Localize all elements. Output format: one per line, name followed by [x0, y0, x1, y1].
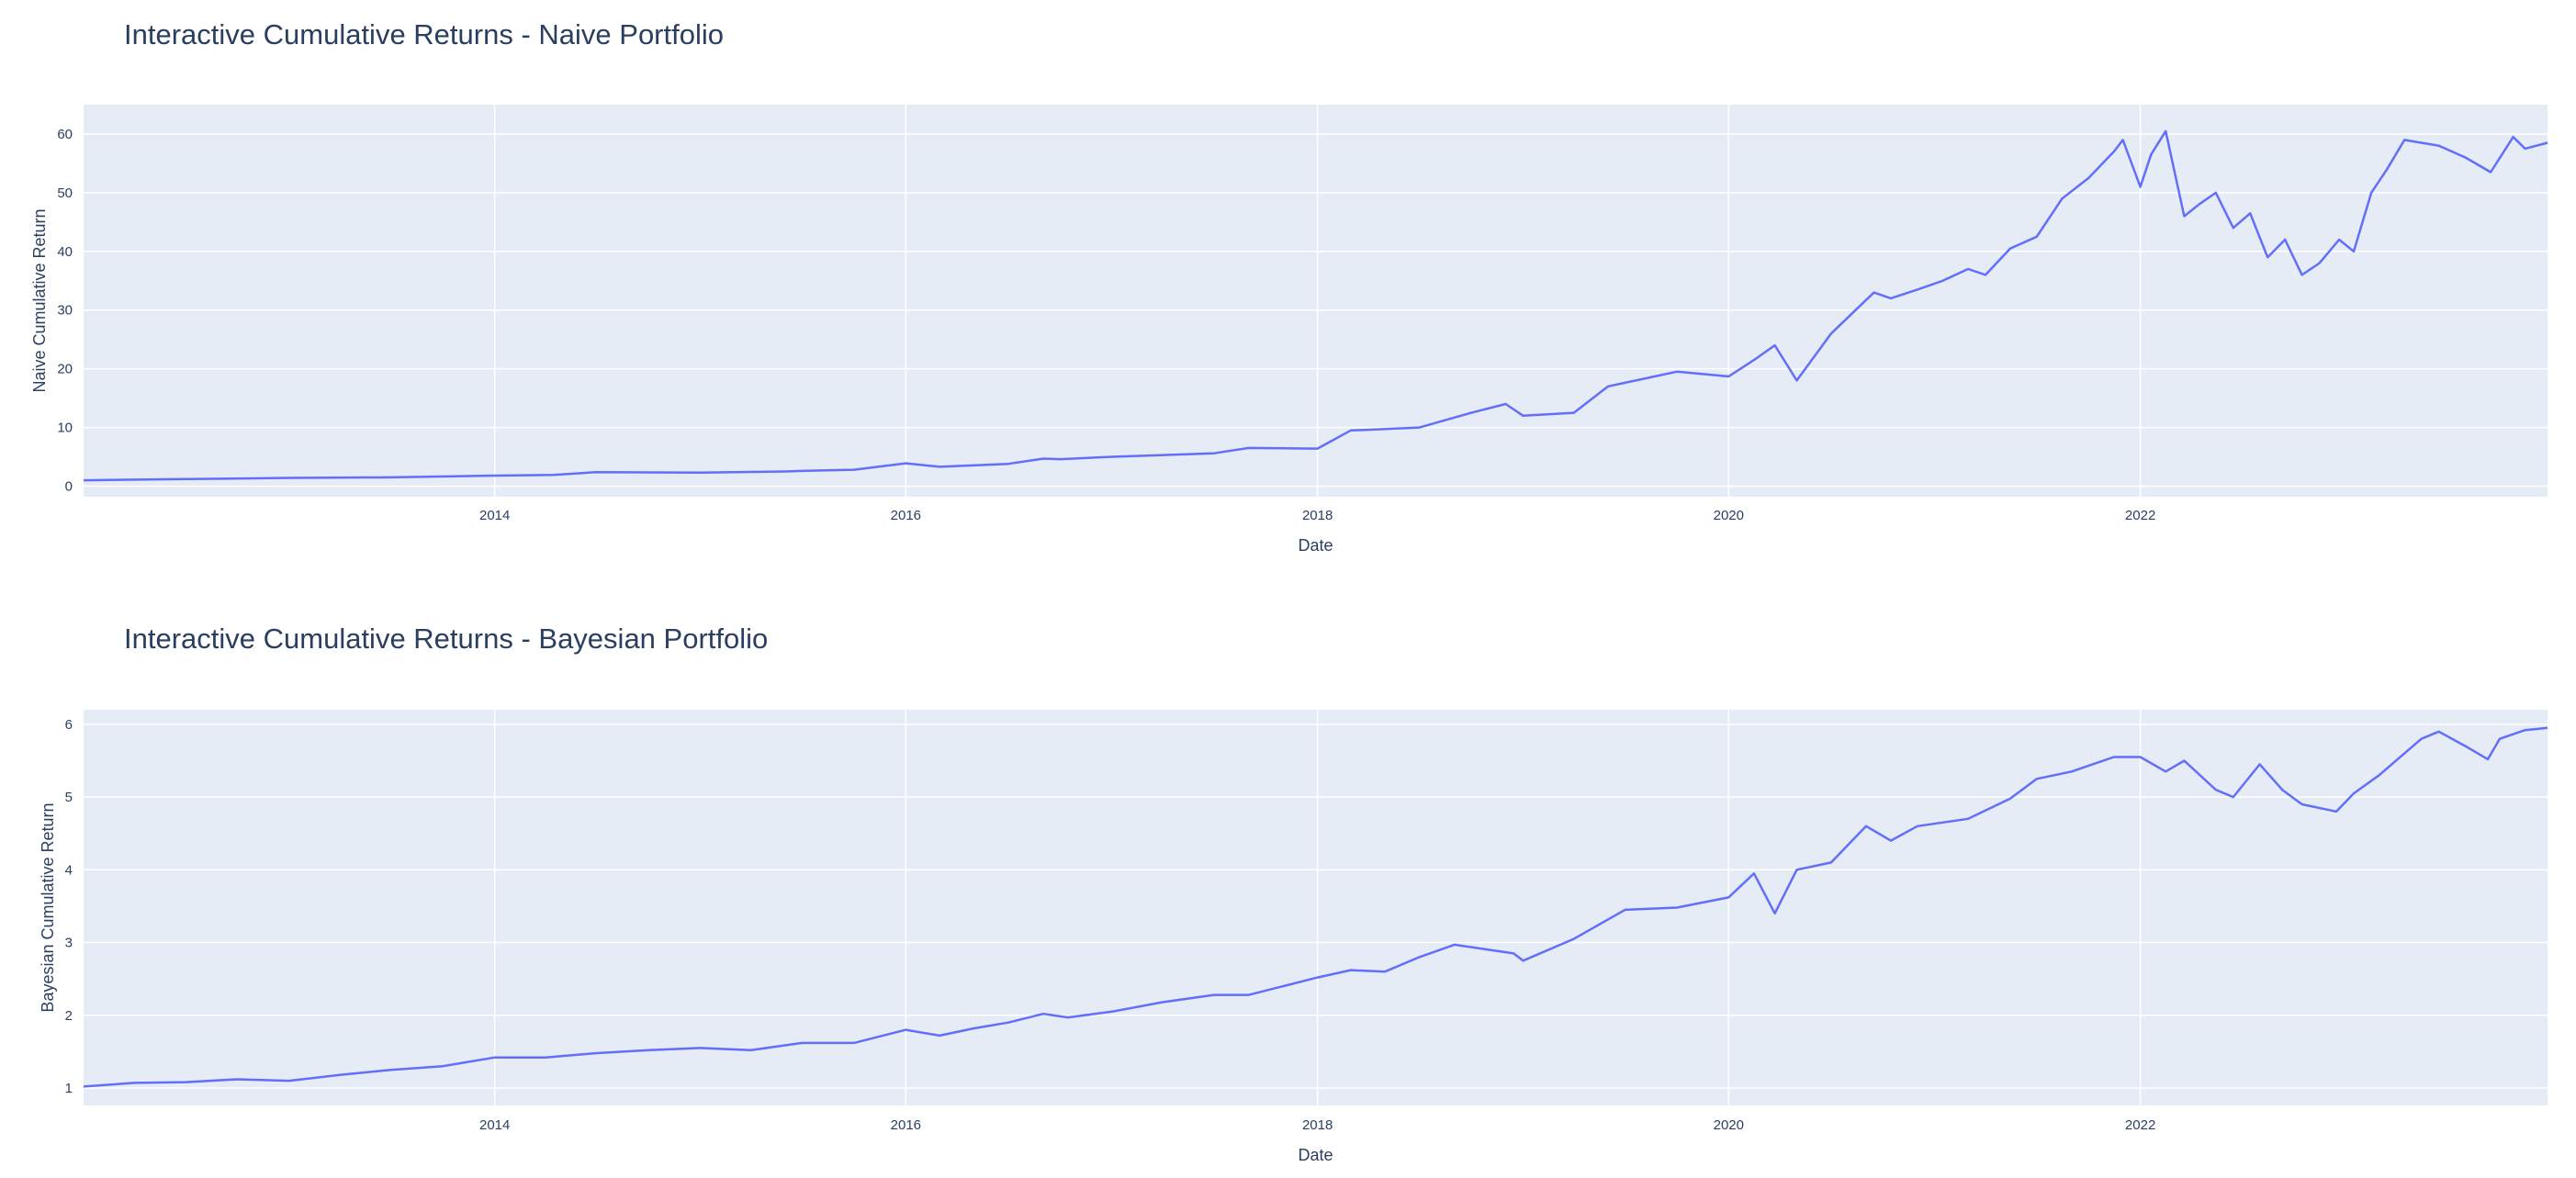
- chart-title: Interactive Cumulative Returns - Naive P…: [124, 18, 724, 50]
- y-axis-label: Bayesian Cumulative Return: [39, 802, 57, 1012]
- y-tick-label: 1: [65, 1081, 73, 1096]
- naive-plot-svg[interactable]: 0 10 20 30 40 50 60 2014 2016 2018 2020 2022 Date Nai…: [0, 0, 2576, 588]
- bayesian-chart: Interactive Cumulative Returns - Bayesia…: [0, 588, 2576, 1178]
- x-tick-label: 2018: [1302, 508, 1333, 523]
- y-tick-label: 10: [57, 421, 73, 436]
- series-line[interactable]: [83, 129, 2548, 482]
- x-tick-label: 2014: [479, 1117, 510, 1133]
- y-tick-label: 20: [57, 362, 73, 377]
- x-tick-label: 2022: [2125, 1117, 2155, 1133]
- y-tick-label: 0: [65, 478, 73, 494]
- x-axis-label: Date: [1298, 536, 1333, 555]
- y-tick-label: 2: [65, 1008, 73, 1024]
- plot-area: [84, 710, 2548, 1105]
- x-tick-label: 2016: [891, 1117, 921, 1133]
- plot-area: [84, 105, 2548, 497]
- x-tick-label: 2014: [479, 508, 510, 523]
- x-tick-label: 2022: [2125, 508, 2155, 523]
- x-tick-label: 2020: [1714, 508, 1744, 523]
- x-tick-label: 2016: [891, 508, 921, 523]
- x-tick-label: 2018: [1302, 1117, 1333, 1133]
- y-tick-label: 3: [65, 936, 73, 951]
- y-tick-label: 40: [57, 244, 73, 260]
- series-line[interactable]: [83, 726, 2548, 1088]
- y-tick-label: 4: [65, 862, 73, 878]
- y-axis-label: Naive Cumulative Return: [30, 208, 49, 392]
- y-tick-label: 6: [65, 717, 73, 733]
- y-tick-label: 60: [57, 127, 73, 142]
- x-tick-label: 2020: [1714, 1117, 1744, 1133]
- y-tick-label: 30: [57, 303, 73, 319]
- chart-title: Interactive Cumulative Returns - Bayesia…: [124, 623, 769, 655]
- bayesian-plot-svg[interactable]: 1 2 3 4 5 6 2014 2016 2018 2020 2022 Date Bayesian C…: [0, 588, 2576, 1178]
- x-axis-label: Date: [1298, 1146, 1333, 1164]
- y-tick-label: 50: [57, 185, 73, 201]
- naive-chart: Interactive Cumulative Returns - Naive P…: [0, 0, 2576, 588]
- y-tick-label: 5: [65, 790, 73, 805]
